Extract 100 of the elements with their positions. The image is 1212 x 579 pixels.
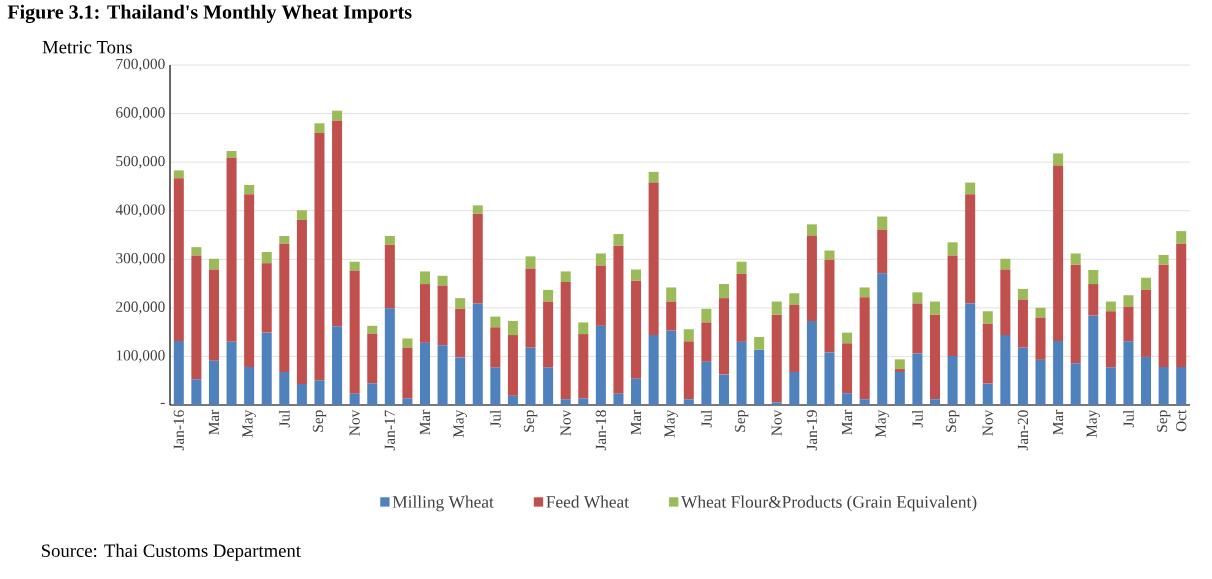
bar: [244, 367, 255, 405]
x-tick-label: Jul: [700, 410, 712, 428]
bar: [1017, 288, 1028, 300]
bar: [701, 308, 712, 323]
x-tick-label: Sep: [312, 410, 327, 432]
bar: [595, 265, 606, 326]
legend-label: Milling Wheat: [392, 495, 494, 512]
bar: [1088, 315, 1099, 405]
bar: [1035, 359, 1046, 405]
bar: [261, 332, 272, 405]
bar: [472, 205, 483, 214]
bar: [789, 371, 800, 405]
source-note: Source: Thai Customs Department: [41, 543, 301, 561]
bar: [543, 289, 554, 302]
bar: [806, 235, 817, 321]
bar: [1017, 347, 1028, 405]
bar: [806, 224, 817, 236]
bar: [1035, 317, 1046, 360]
bar: [701, 322, 712, 362]
bar: [736, 341, 747, 405]
bar: [1053, 153, 1064, 166]
bar: [1053, 165, 1064, 341]
bar: [455, 298, 466, 309]
y-tick-label: 500,000: [116, 155, 165, 169]
x-tick-label: Nov: [560, 409, 571, 436]
bar: [1158, 264, 1169, 368]
bar: [595, 325, 606, 405]
bar: [1053, 340, 1064, 405]
bar: [191, 379, 202, 405]
bar: [736, 273, 747, 342]
bar: [929, 301, 941, 315]
bar: [947, 355, 958, 405]
bar: [578, 398, 589, 405]
bar: [929, 314, 941, 400]
bar: [982, 383, 993, 405]
bar: [1035, 307, 1046, 318]
x-tick-label: Jul: [912, 410, 923, 428]
bar: [1000, 269, 1011, 336]
bar: [191, 255, 202, 380]
bar: [912, 292, 923, 304]
bar: [1000, 258, 1011, 270]
bar: [701, 361, 712, 405]
bar: [419, 342, 431, 405]
bar: [437, 275, 448, 286]
bar: [754, 337, 765, 350]
x-tick-label: Jan-19: [806, 410, 818, 451]
bar: [718, 298, 729, 375]
legend-label: Feed Wheat: [546, 495, 629, 508]
bar: [314, 133, 325, 381]
x-tick-label: Jan-17: [384, 410, 395, 451]
bar: [842, 393, 853, 405]
bar: [296, 384, 307, 405]
x-tick-label: Nov: [349, 409, 360, 436]
x-tick-label: May: [875, 409, 889, 438]
bar: [965, 303, 976, 405]
bar: [947, 255, 958, 356]
bar: [367, 325, 378, 334]
bar: [402, 347, 413, 399]
bar: [1123, 306, 1134, 342]
bar: [789, 304, 800, 372]
bar: [1141, 289, 1152, 357]
bar: [824, 352, 835, 405]
bar: [877, 216, 888, 230]
bar: [912, 303, 923, 354]
bar: [1158, 367, 1169, 405]
bar: [718, 374, 729, 405]
bar: [490, 367, 501, 405]
bar: [296, 210, 307, 220]
bar: [332, 326, 343, 405]
bar: [560, 399, 571, 405]
bar: [982, 311, 993, 324]
bar: [507, 395, 518, 405]
bar: [525, 256, 536, 269]
bar: [877, 273, 888, 405]
bar: [1017, 299, 1028, 348]
bar: [947, 242, 958, 256]
bar: [507, 320, 518, 336]
bar: [1123, 295, 1134, 307]
bar: [877, 229, 888, 274]
bar: [912, 353, 923, 405]
x-tick-label: Jan-16: [173, 410, 184, 451]
bar: [965, 182, 976, 195]
x-tick-label: May: [453, 409, 467, 438]
bar: [648, 182, 659, 336]
bar: [824, 250, 835, 260]
bar: [332, 110, 343, 121]
bar: [1176, 231, 1187, 244]
bar: [1070, 363, 1081, 405]
bar: [929, 399, 941, 405]
bar: [859, 297, 870, 400]
bar: [384, 235, 395, 245]
bar: [279, 243, 290, 372]
x-tick-label: Jul: [1123, 410, 1134, 428]
bar: [208, 258, 219, 270]
x-tick-label: Nov: [982, 409, 993, 436]
y-tick-label: 700,000: [116, 58, 165, 72]
bar: [982, 323, 993, 384]
y-tick-label: 100,000: [116, 350, 165, 363]
bar: [1070, 264, 1081, 364]
y-tick-label: 300,000: [116, 253, 165, 266]
